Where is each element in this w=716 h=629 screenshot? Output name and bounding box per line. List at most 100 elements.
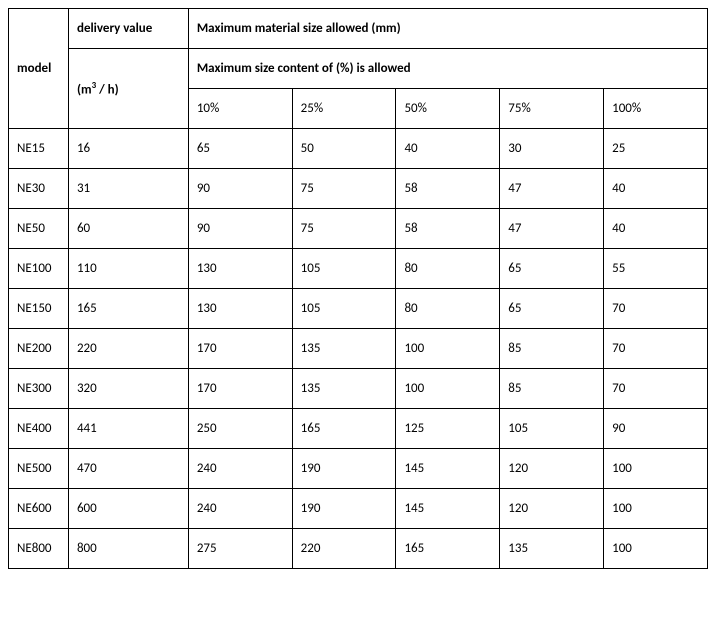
table-row: NE15166550403025 [9,129,708,169]
cell-delivery: 320 [68,369,188,409]
table-row: NE3003201701351008570 [9,369,708,409]
header-pct-10: 10% [188,89,292,129]
cell-p50: 58 [396,209,500,249]
cell-p50: 165 [396,529,500,569]
cell-p100: 70 [604,369,708,409]
cell-p10: 170 [188,329,292,369]
cell-p100: 40 [604,169,708,209]
header-model: model [9,9,69,129]
cell-p10: 90 [188,169,292,209]
cell-p50: 125 [396,409,500,449]
cell-p100: 40 [604,209,708,249]
cell-delivery: 470 [68,449,188,489]
cell-p10: 240 [188,449,292,489]
cell-p100: 100 [604,489,708,529]
cell-p25: 135 [292,329,396,369]
cell-p75: 30 [500,129,604,169]
material-size-table: model delivery value Maximum material si… [8,8,708,569]
cell-p50: 80 [396,289,500,329]
cell-p50: 145 [396,489,500,529]
cell-p25: 135 [292,369,396,409]
cell-p50: 80 [396,249,500,289]
cell-p75: 120 [500,489,604,529]
cell-model: NE100 [9,249,69,289]
table-row: NE800800275220165135100 [9,529,708,569]
cell-p100: 90 [604,409,708,449]
cell-delivery: 110 [68,249,188,289]
cell-p75: 105 [500,409,604,449]
table-row: NE100110130105806555 [9,249,708,289]
header-max-material-size: Maximum material size allowed (mm) [188,9,707,49]
cell-delivery: 60 [68,209,188,249]
cell-p75: 120 [500,449,604,489]
cell-p75: 47 [500,209,604,249]
cell-p75: 85 [500,329,604,369]
table-row: NE600600240190145120100 [9,489,708,529]
cell-model: NE600 [9,489,69,529]
header-row-2: (m3 / h) Maximum size content of (%) is … [9,49,708,89]
cell-delivery: 220 [68,329,188,369]
cell-p10: 275 [188,529,292,569]
cell-p50: 58 [396,169,500,209]
header-pct-25: 25% [292,89,396,129]
header-pct-75: 75% [500,89,604,129]
cell-p25: 105 [292,249,396,289]
cell-p100: 70 [604,329,708,369]
cell-delivery: 31 [68,169,188,209]
table-row: NE150165130105806570 [9,289,708,329]
cell-p25: 105 [292,289,396,329]
cell-p100: 100 [604,449,708,489]
header-pct-50: 50% [396,89,500,129]
cell-p25: 165 [292,409,396,449]
cell-p50: 100 [396,369,500,409]
cell-delivery: 800 [68,529,188,569]
cell-p50: 100 [396,329,500,369]
header-row-1: model delivery value Maximum material si… [9,9,708,49]
cell-model: NE800 [9,529,69,569]
cell-p100: 25 [604,129,708,169]
cell-p10: 240 [188,489,292,529]
cell-p25: 75 [292,209,396,249]
header-delivery-unit: (m3 / h) [68,49,188,129]
table-row: NE40044125016512510590 [9,409,708,449]
cell-p10: 90 [188,209,292,249]
cell-delivery: 165 [68,289,188,329]
header-pct-100: 100% [604,89,708,129]
table-row: NE2002201701351008570 [9,329,708,369]
cell-model: NE500 [9,449,69,489]
cell-p50: 40 [396,129,500,169]
table-row: NE500470240190145120100 [9,449,708,489]
cell-p10: 250 [188,409,292,449]
header-max-size-content: Maximum size content of (%) is allowed [188,49,707,89]
header-delivery-value: delivery value [68,9,188,49]
cell-p50: 145 [396,449,500,489]
cell-delivery: 600 [68,489,188,529]
cell-p10: 130 [188,289,292,329]
cell-model: NE300 [9,369,69,409]
cell-p25: 190 [292,489,396,529]
table-row: NE50609075584740 [9,209,708,249]
cell-p10: 170 [188,369,292,409]
cell-p10: 130 [188,249,292,289]
table-row: NE30319075584740 [9,169,708,209]
cell-p75: 47 [500,169,604,209]
cell-model: NE400 [9,409,69,449]
cell-model: NE30 [9,169,69,209]
cell-p100: 100 [604,529,708,569]
cell-p75: 65 [500,249,604,289]
cell-delivery: 16 [68,129,188,169]
cell-p75: 85 [500,369,604,409]
cell-p25: 50 [292,129,396,169]
table-body: NE15166550403025NE30319075584740NE506090… [9,129,708,569]
cell-p75: 135 [500,529,604,569]
cell-p25: 75 [292,169,396,209]
cell-p25: 220 [292,529,396,569]
cell-model: NE50 [9,209,69,249]
cell-model: NE150 [9,289,69,329]
table-header: model delivery value Maximum material si… [9,9,708,129]
cell-p10: 65 [188,129,292,169]
cell-p100: 55 [604,249,708,289]
cell-p100: 70 [604,289,708,329]
cell-model: NE15 [9,129,69,169]
cell-model: NE200 [9,329,69,369]
